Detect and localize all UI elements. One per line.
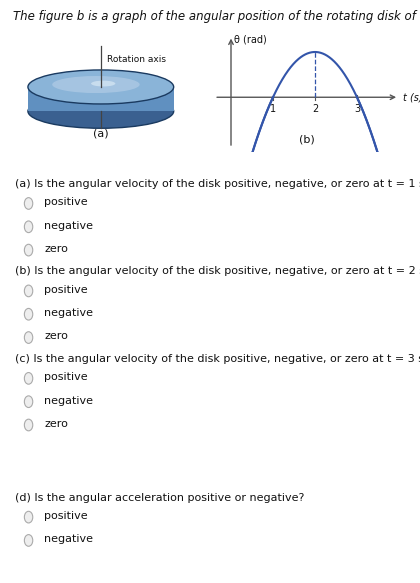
Text: positive: positive [44,372,88,382]
Ellipse shape [91,80,116,86]
Text: zero: zero [44,331,68,342]
Ellipse shape [28,94,174,128]
Text: positive: positive [44,285,88,295]
Text: t (s): t (s) [403,92,420,102]
Text: negative: negative [44,220,93,231]
Text: 1: 1 [270,104,276,114]
Text: (b): (b) [299,134,315,145]
Text: zero: zero [44,244,68,254]
Text: positive: positive [44,511,88,521]
Polygon shape [28,87,174,111]
Text: 3: 3 [354,104,360,114]
Text: θ (rad): θ (rad) [234,35,267,45]
Text: positive: positive [44,197,88,208]
Text: Rotation axis: Rotation axis [107,55,165,64]
Text: (d) Is the angular acceleration positive or negative?: (d) Is the angular acceleration positive… [15,493,304,503]
Text: (c) Is the angular velocity of the disk positive, negative, or zero at t = 3 s?: (c) Is the angular velocity of the disk … [15,354,420,364]
Text: (a) Is the angular velocity of the disk positive, negative, or zero at t = 1 s?: (a) Is the angular velocity of the disk … [15,179,420,189]
Text: 2: 2 [312,104,318,114]
Ellipse shape [28,70,174,104]
Text: (a): (a) [93,129,109,139]
Text: (b) Is the angular velocity of the disk positive, negative, or zero at t = 2 s?: (b) Is the angular velocity of the disk … [15,266,420,276]
Text: zero: zero [44,419,68,429]
Text: The figure b is a graph of the angular position of the rotating disk of figure a: The figure b is a graph of the angular p… [13,10,420,23]
Ellipse shape [52,76,140,93]
Text: negative: negative [44,395,93,406]
Text: negative: negative [44,534,93,545]
Text: negative: negative [44,308,93,318]
